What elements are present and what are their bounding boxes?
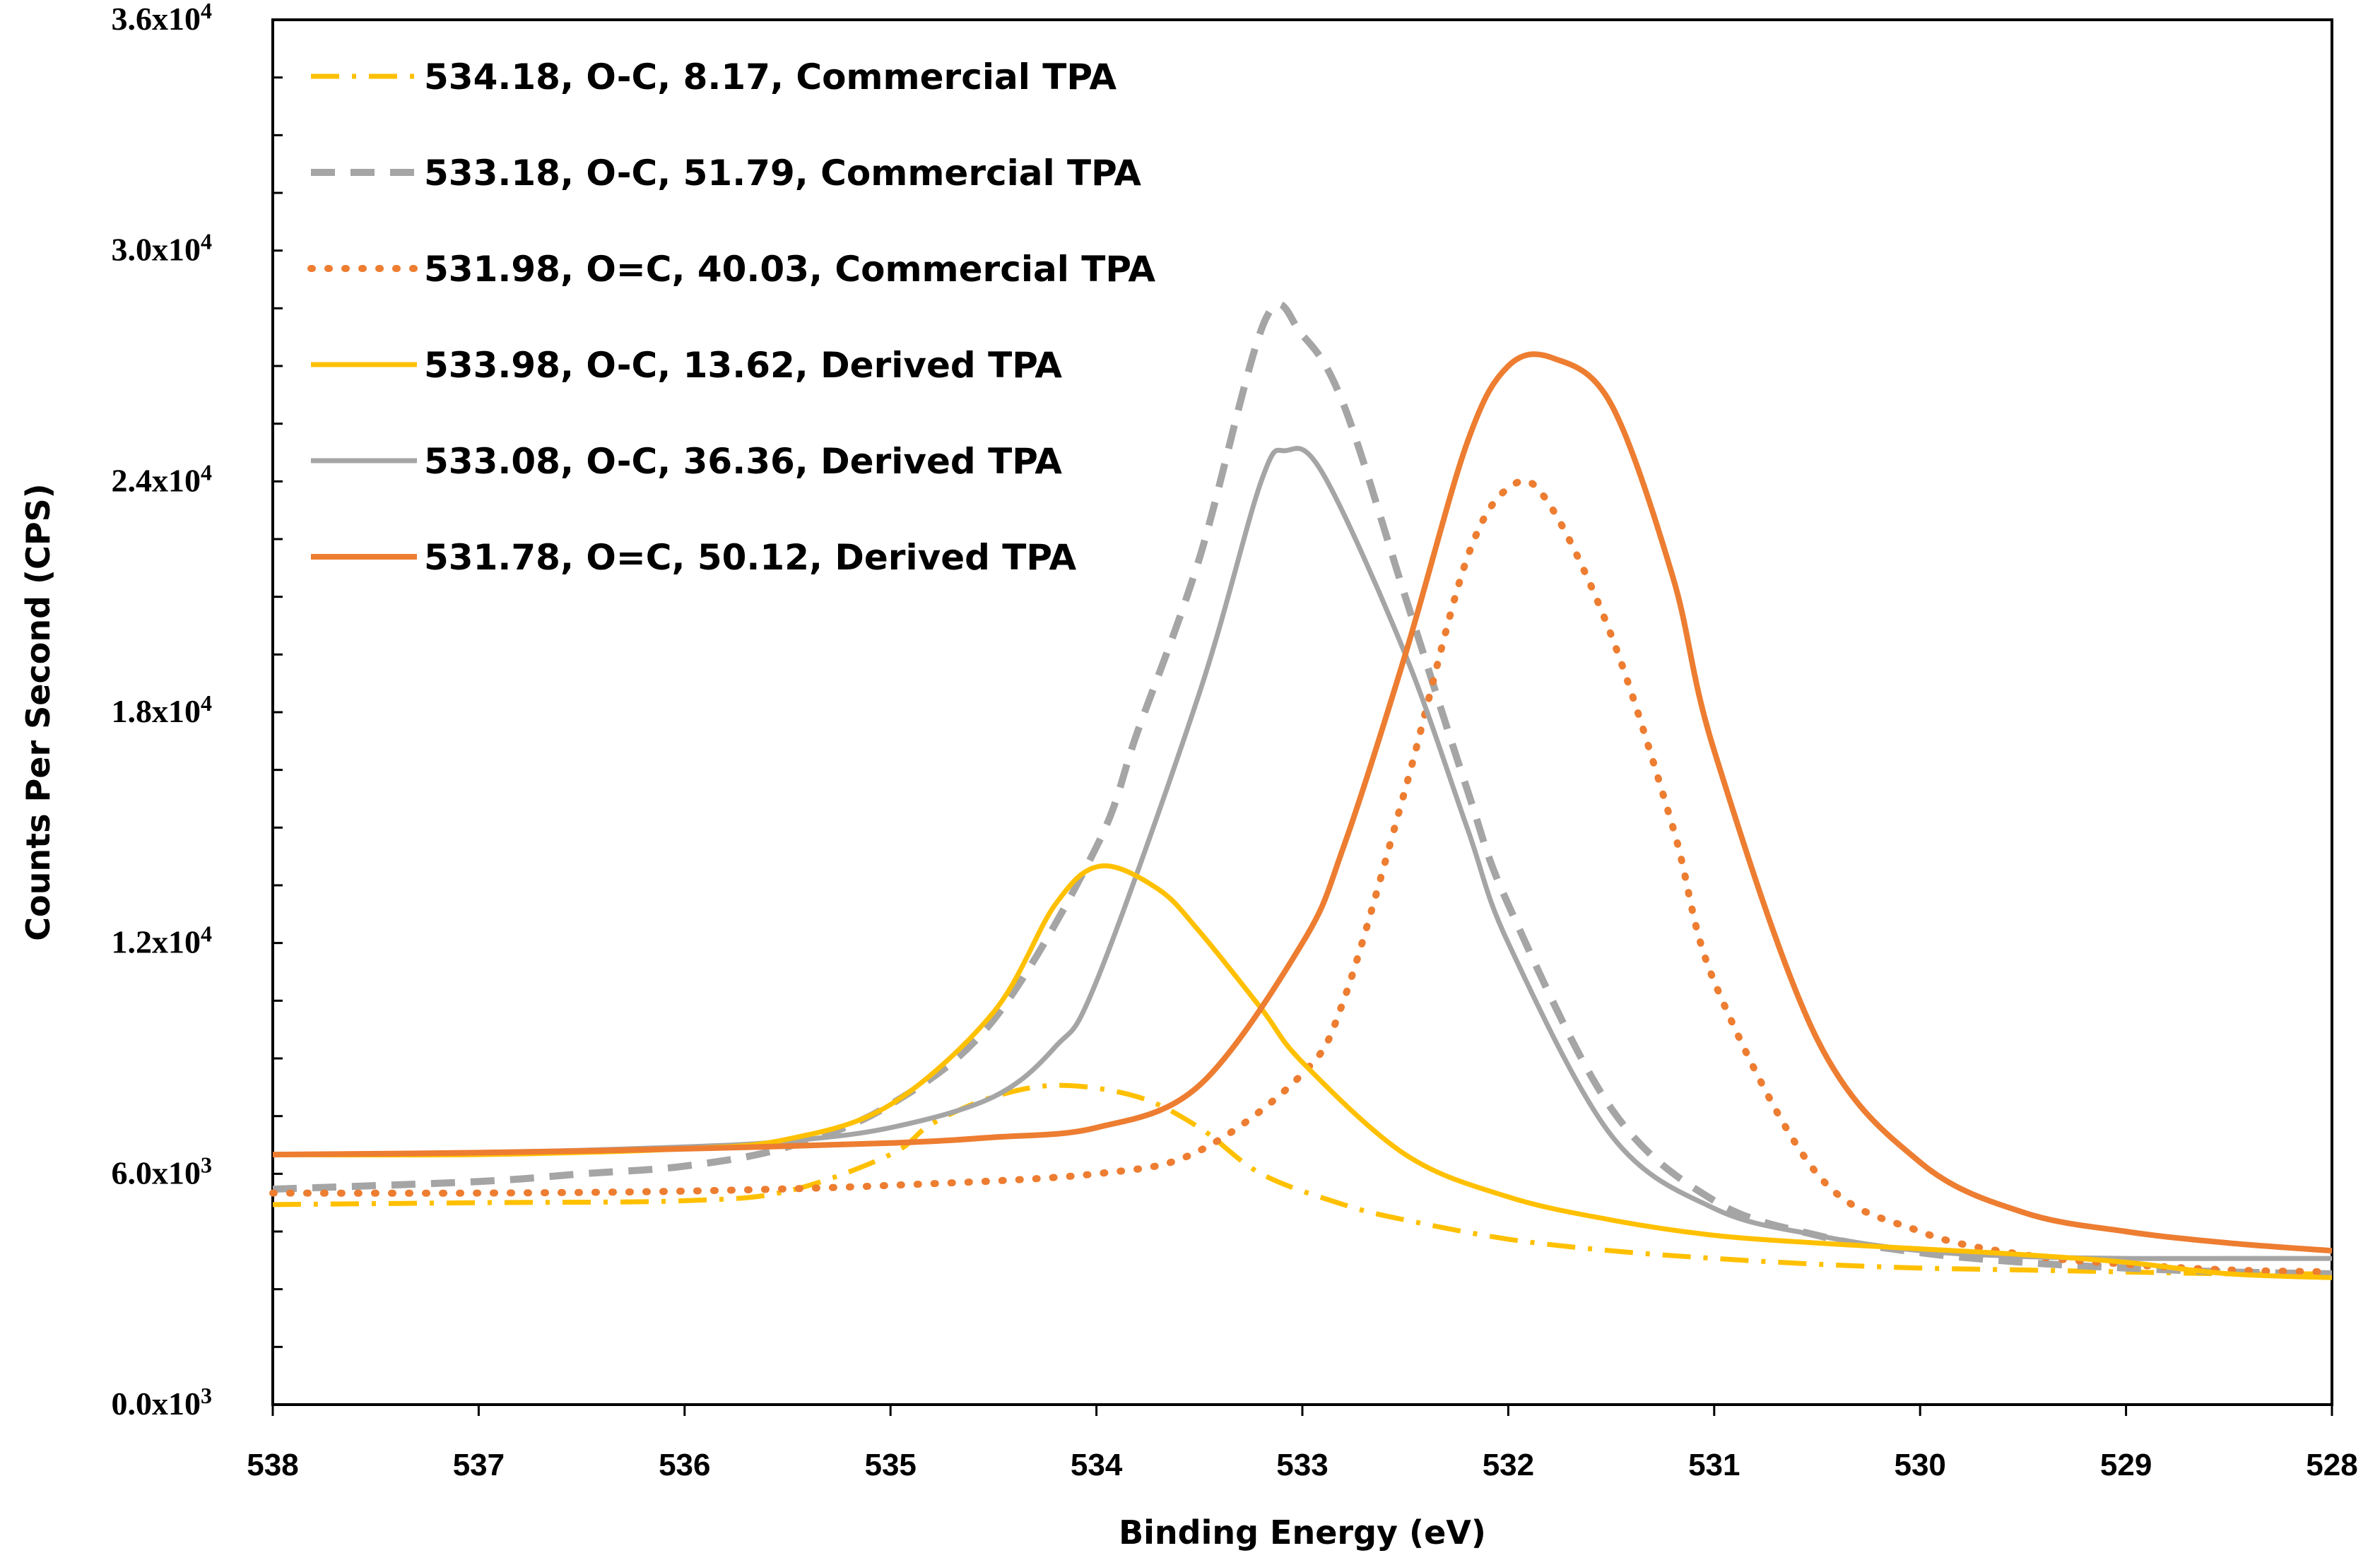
y-tick-mantissa: 3.6x10 (112, 1, 201, 37)
y-tick-exponent: 4 (201, 690, 212, 716)
y-tick-mantissa: 1.8x10 (112, 693, 201, 729)
x-tick-label: 536 (659, 1448, 710, 1482)
y-tick-mantissa: 6.0x10 (112, 1154, 201, 1191)
legend-label: 533.08, O-C, 36.36, Derived TPA (424, 441, 1062, 482)
y-tick-exponent: 4 (201, 459, 212, 485)
x-tick-label: 535 (864, 1448, 916, 1482)
x-tick-label: 528 (2306, 1448, 2357, 1482)
series-line-6 (272, 351, 2333, 1254)
y-axis-title: Counts Per Second (CPS) (19, 483, 57, 940)
y-tick-exponent: 4 (201, 921, 212, 947)
y-tick-label: 2.4x104 (112, 459, 213, 498)
legend-label: 534.18, O-C, 8.17, Commercial TPA (424, 57, 1117, 98)
series-line-4 (272, 863, 2333, 1280)
series-lines (269, 300, 2335, 1280)
y-tick-exponent: 4 (201, 0, 212, 23)
legend-label: 533.18, O-C, 51.79, Commercial TPA (424, 153, 1141, 194)
y-tick-label: 3.0x104 (112, 229, 213, 268)
x-tick-label: 532 (1483, 1448, 1534, 1482)
y-tick-exponent: 3 (201, 1383, 212, 1408)
y-tick-label: 1.2x104 (112, 921, 213, 960)
x-tick-label: 530 (1894, 1448, 1945, 1482)
legend-label: 533.98, O-C, 13.62, Derived TPA (424, 345, 1062, 386)
legend-label: 531.98, O=C, 40.03, Commercial TPA (424, 249, 1155, 290)
x-axis-title: Binding Energy (eV) (1119, 1513, 1486, 1552)
x-tick-label: 529 (2100, 1448, 2152, 1482)
y-tick-label: 0.0x103 (112, 1383, 213, 1422)
series-line-3 (269, 477, 2335, 1276)
x-axis-ticks: 538 537 536 535 534 533 532 531 530 529 528 (247, 1405, 2358, 1482)
x-tick-label: 537 (453, 1448, 505, 1482)
legend: 534.18, O-C, 8.17, Commercial TPA 533.18,… (307, 57, 1155, 578)
legend-label: 531.78, O=C, 50.12, Derived TPA (424, 537, 1076, 578)
y-tick-mantissa: 0.0x10 (112, 1386, 201, 1422)
y-tick-label: 3.6x104 (112, 0, 213, 37)
y-axis-ticks: 0.0x1036.0x1031.2x1041.8x1042.4x1043.0x1… (112, 0, 283, 1422)
x-tick-label: 534 (1071, 1448, 1123, 1482)
y-tick-exponent: 3 (201, 1152, 212, 1177)
y-tick-mantissa: 1.2x10 (112, 924, 201, 960)
x-tick-label: 531 (1688, 1448, 1740, 1482)
y-tick-label: 1.8x104 (112, 690, 213, 729)
x-tick-label: 538 (247, 1448, 298, 1482)
y-tick-mantissa: 3.0x10 (112, 232, 201, 268)
y-tick-exponent: 4 (201, 229, 212, 254)
y-tick-mantissa: 2.4x10 (112, 462, 201, 498)
y-tick-label: 6.0x103 (112, 1152, 213, 1191)
series-line-1 (272, 1082, 2333, 1277)
x-tick-label: 533 (1276, 1448, 1328, 1482)
plot-frame (271, 18, 2333, 1406)
